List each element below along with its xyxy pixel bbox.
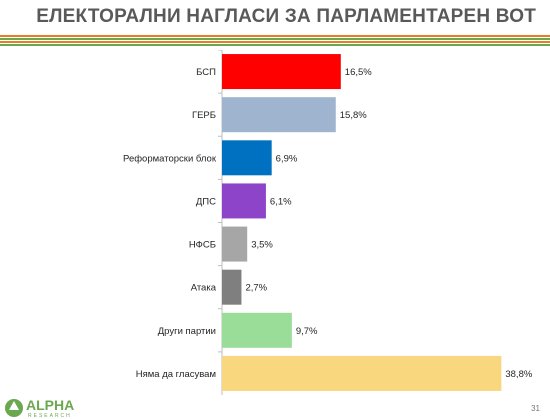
value-label: 6,9% <box>276 153 298 164</box>
bar-6 <box>222 312 292 348</box>
category-label: Атака <box>191 283 217 294</box>
value-label: 6,1% <box>270 196 292 207</box>
bar-3 <box>222 183 266 219</box>
value-label: 38,8% <box>505 369 532 380</box>
page-number: 31 <box>531 404 540 413</box>
category-label: БСП <box>196 67 216 78</box>
decorative-stripes <box>0 35 550 46</box>
bar-7 <box>222 355 502 391</box>
value-label: 16,5% <box>345 67 372 78</box>
bar-2 <box>222 140 272 176</box>
value-label: 15,8% <box>340 110 367 121</box>
stripe-orange-1 <box>0 35 550 37</box>
bar-1 <box>222 97 336 133</box>
bar-5 <box>222 269 242 305</box>
page-title: ЕЛЕКТОРАЛНИ НАГЛАСИ ЗА ПАРЛАМЕНТАРЕН ВОТ <box>36 6 536 27</box>
category-label: ДПС <box>196 196 216 207</box>
value-label: 9,7% <box>296 326 318 337</box>
value-label: 2,7% <box>245 283 267 294</box>
category-label: Други партии <box>158 326 216 337</box>
bar-0 <box>222 54 341 90</box>
bar-4 <box>222 226 248 262</box>
stripe-orange-2 <box>0 41 550 43</box>
value-label: 3,5% <box>251 240 273 251</box>
logo-word: ALPHA <box>26 397 74 413</box>
category-label: Няма да гласувам <box>136 369 216 380</box>
category-label: ГЕРБ <box>192 110 216 121</box>
bar-chart: БСП 16,5% ГЕРБ 15,8% Реформаторски блок 6,9% Д… <box>123 50 533 395</box>
stripe-green-1 <box>0 38 550 40</box>
stripe-green-2 <box>0 44 550 46</box>
category-label: Реформаторски блок <box>123 153 217 164</box>
category-label: НФСБ <box>189 240 216 251</box>
alpha-research-logo: ALPHA RESEARCH <box>5 397 74 419</box>
logo-sub: RESEARCH <box>28 413 72 419</box>
